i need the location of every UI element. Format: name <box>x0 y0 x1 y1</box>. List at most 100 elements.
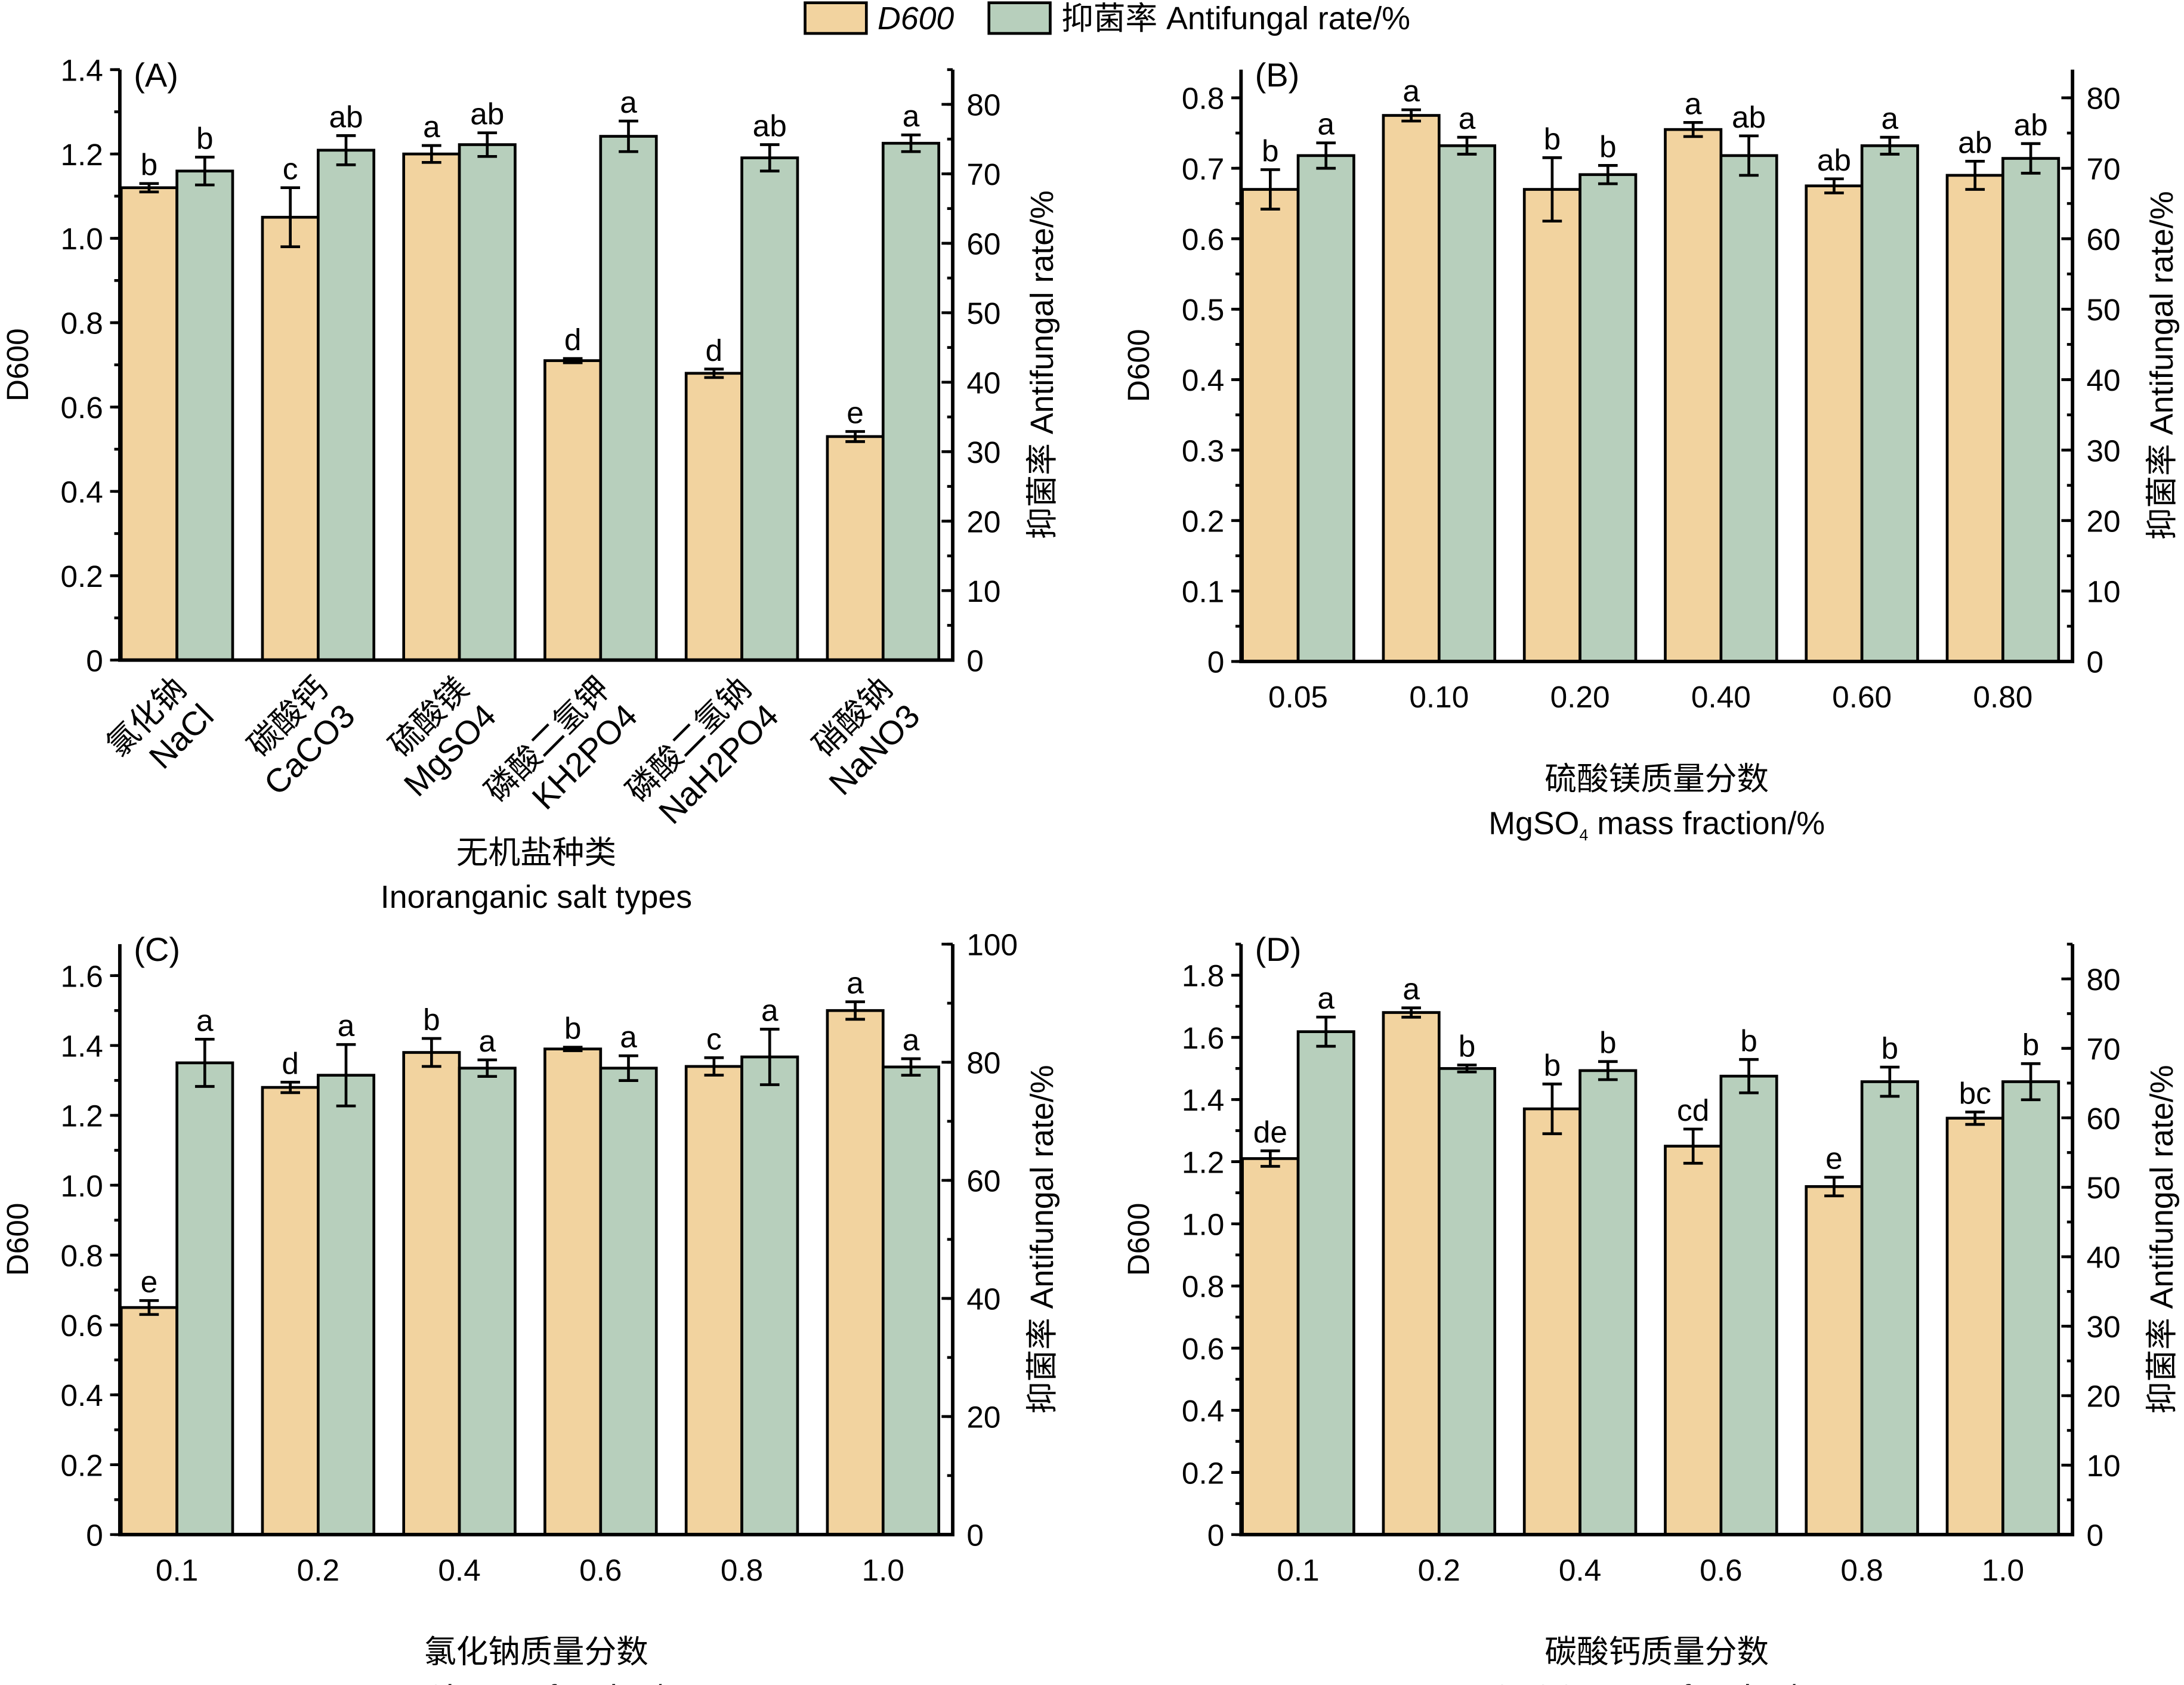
significance-letter: b <box>1544 1048 1561 1082</box>
bar <box>402 1051 461 1536</box>
y-axis-title-left: D600 <box>1 1203 35 1276</box>
x-tick-label: 0.1 <box>1277 1553 1319 1587</box>
y-tick-label-left: 0 <box>86 1519 103 1553</box>
legend: D600 抑菌率 Antifungal rate/% <box>804 1 1410 36</box>
chart-panel-d: de a b cd e bc a b b b b b 0 0.2 0.4 0.6 0.8 1.0 1.2 1.4 1.6… <box>1122 930 2180 1685</box>
y-tick-label-left: 0.2 <box>60 1448 103 1482</box>
bar <box>1382 114 1441 663</box>
y-tick-label-right: 40 <box>2086 1241 2120 1275</box>
x-axis-title-en: MgSO4 mass fraction/% <box>1488 805 1825 844</box>
y-tick-label-right: 30 <box>966 435 1000 469</box>
y-tick-label-right: 30 <box>2086 434 2120 468</box>
y-tick-label-right: 80 <box>2086 82 2120 116</box>
bar <box>261 215 320 661</box>
bar <box>881 141 941 661</box>
panel-label: (C) <box>134 930 180 968</box>
bar <box>599 135 658 661</box>
y-tick-label-right: 10 <box>966 574 1000 608</box>
x-tick-label: 0.1 <box>156 1553 198 1587</box>
y-tick-label-left: 1.2 <box>1182 1145 1224 1179</box>
y-tick-label-left: 0.4 <box>1182 1394 1224 1428</box>
y-tick-label-right: 20 <box>966 1400 1000 1434</box>
y-tick-label-left: 1.0 <box>60 1169 103 1203</box>
y-tick-label-left: 0.1 <box>1182 575 1224 609</box>
panel-label: (A) <box>134 56 178 94</box>
significance-letter: ab <box>1958 125 1992 159</box>
significance-letter: d <box>564 323 582 357</box>
significance-letter: a <box>1685 86 1702 120</box>
bar <box>1578 173 1638 663</box>
y-tick-label-left: 0.8 <box>60 307 103 341</box>
bar <box>458 1066 517 1536</box>
bar <box>1719 154 1778 663</box>
bar <box>1241 188 1300 663</box>
bar <box>2001 1080 2061 1536</box>
bar <box>826 1009 885 1536</box>
significance-letter: bc <box>1959 1076 1991 1110</box>
y-tick-label-left: 0.5 <box>1182 293 1224 327</box>
y-tick-label-left: 1.4 <box>1182 1083 1224 1117</box>
y-tick-label-right: 80 <box>2086 963 2120 997</box>
y-tick-label-left: 0.6 <box>1182 1332 1224 1366</box>
significance-letter: a <box>1403 972 1420 1006</box>
y-tick-label-right: 60 <box>2086 1102 2120 1136</box>
text-run: mass fraction/% <box>1587 1678 1824 1685</box>
bar <box>1860 144 1919 663</box>
y-tick-label-left: 1.0 <box>60 222 103 256</box>
y-tick-label-left: 0.3 <box>1182 434 1224 468</box>
y-axis-title-right: 抑菌率 Antifungal rate/% <box>1024 190 1060 539</box>
legend-item: 抑菌率 Antifungal rate/% <box>987 1 1410 36</box>
bar <box>1241 1157 1300 1536</box>
y-tick-label-left: 0.8 <box>1182 1270 1224 1304</box>
y-tick-label-right: 60 <box>966 227 1000 261</box>
y-tick-label-left: 0.4 <box>60 475 103 509</box>
y-tick-label-right: 50 <box>2086 1171 2120 1205</box>
significance-letter: b <box>564 1012 582 1046</box>
x-tick-label: 0.8 <box>721 1553 763 1587</box>
x-axis-title-zh: 碳酸钙质量分数 <box>1544 1634 1769 1670</box>
significance-letter: ab <box>2014 108 2048 142</box>
y-tick-label-left: 0.6 <box>60 1309 103 1343</box>
axis-frame <box>1239 944 2075 1536</box>
x-tick-label: 0.4 <box>438 1553 480 1587</box>
bar <box>740 1055 799 1536</box>
bar <box>2001 157 2061 663</box>
bar <box>1719 1074 1778 1536</box>
y-tick-label-left: 0.2 <box>60 559 103 593</box>
significance-letter: b <box>196 121 214 155</box>
x-tick-label: 1.0 <box>862 1553 904 1587</box>
significance-letter: a <box>338 1009 355 1043</box>
significance-letter: ab <box>329 100 363 134</box>
bar <box>1296 154 1355 663</box>
x-tick-label: 0.10 <box>1409 680 1469 714</box>
y-axis-title-left: D600 <box>1 328 35 401</box>
bar <box>175 1061 234 1536</box>
y-tick-label-right: 70 <box>966 157 1000 191</box>
y-tick-label-right: 40 <box>966 366 1000 400</box>
significance-letter: ab <box>1732 100 1766 134</box>
significance-letter: a <box>1882 101 1899 135</box>
bar <box>1945 1117 2004 1536</box>
x-tick-label: 0.05 <box>1268 680 1328 714</box>
significance-letter: e <box>141 1264 158 1298</box>
y-axis-title-left: D600 <box>1122 1203 1156 1276</box>
y-tick-label-right: 80 <box>966 1046 1000 1080</box>
y-tick-label-left: 1.4 <box>60 1029 103 1063</box>
y-tick-label-right: 50 <box>966 296 1000 330</box>
x-tick-label: 0.6 <box>1700 1553 1742 1587</box>
significance-letter: cd <box>1677 1093 1709 1127</box>
significance-letter: b <box>1599 1026 1617 1060</box>
x-axis-title-zh: 硫酸镁质量分数 <box>1544 761 1769 797</box>
x-tick-label: 0.60 <box>1832 680 1892 714</box>
y-tick-label-left: 0.6 <box>60 391 103 425</box>
bar <box>261 1086 320 1536</box>
significance-letter: a <box>903 1023 920 1057</box>
significance-letter: ab <box>1817 143 1851 177</box>
bar <box>881 1065 941 1536</box>
legend-label: D600 <box>878 1 954 36</box>
y-axis-title-right: 抑菌率 Antifungal rate/% <box>2144 1065 2180 1414</box>
